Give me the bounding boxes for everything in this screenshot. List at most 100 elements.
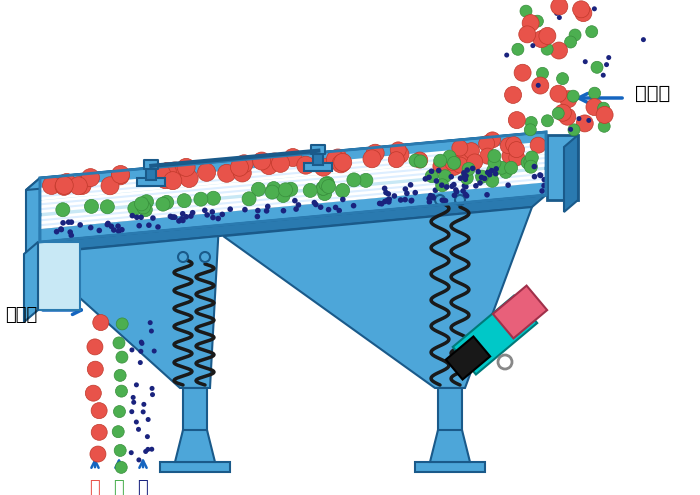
Circle shape [113, 337, 125, 349]
Circle shape [520, 5, 532, 17]
Circle shape [74, 177, 91, 195]
Circle shape [363, 150, 381, 168]
Circle shape [514, 64, 531, 81]
Circle shape [149, 446, 154, 452]
Circle shape [521, 156, 534, 169]
Circle shape [449, 174, 454, 180]
Circle shape [488, 156, 501, 169]
Bar [146, 168, 156, 180]
Circle shape [85, 199, 99, 213]
Circle shape [139, 203, 153, 217]
Circle shape [326, 207, 331, 212]
Circle shape [482, 176, 487, 181]
Circle shape [444, 154, 461, 171]
Circle shape [228, 206, 233, 212]
Circle shape [134, 420, 139, 425]
Circle shape [541, 115, 554, 127]
Circle shape [312, 200, 317, 205]
Circle shape [56, 203, 70, 217]
Circle shape [260, 156, 278, 175]
Circle shape [454, 189, 459, 195]
Circle shape [484, 132, 500, 148]
Circle shape [139, 214, 144, 220]
Circle shape [148, 320, 153, 325]
Bar [304, 163, 332, 171]
Polygon shape [223, 207, 532, 388]
Circle shape [55, 177, 73, 196]
Polygon shape [26, 132, 546, 190]
Polygon shape [564, 135, 578, 212]
Circle shape [578, 13, 583, 18]
Circle shape [576, 116, 582, 121]
Circle shape [139, 340, 143, 345]
Circle shape [104, 222, 110, 227]
Circle shape [467, 154, 483, 170]
Circle shape [297, 156, 315, 174]
Circle shape [486, 164, 500, 177]
Circle shape [149, 329, 154, 334]
Circle shape [202, 207, 208, 213]
Circle shape [495, 161, 508, 174]
Circle shape [155, 224, 161, 230]
Circle shape [505, 182, 511, 188]
Circle shape [505, 161, 517, 174]
Circle shape [386, 199, 391, 205]
Circle shape [473, 183, 479, 189]
Circle shape [78, 222, 83, 228]
Circle shape [541, 43, 553, 55]
Circle shape [69, 219, 74, 225]
Circle shape [129, 450, 134, 455]
Circle shape [265, 203, 270, 209]
Circle shape [550, 42, 568, 59]
Circle shape [525, 116, 537, 129]
Circle shape [464, 167, 470, 173]
Circle shape [486, 172, 492, 177]
Circle shape [174, 162, 191, 180]
Polygon shape [24, 242, 38, 322]
Circle shape [524, 155, 537, 168]
Polygon shape [446, 337, 490, 380]
Circle shape [436, 168, 442, 173]
Polygon shape [40, 181, 546, 242]
Circle shape [335, 184, 349, 198]
Circle shape [93, 314, 108, 331]
Circle shape [146, 447, 150, 452]
Bar [144, 160, 158, 169]
Circle shape [554, 104, 571, 121]
Circle shape [272, 154, 290, 172]
Circle shape [179, 216, 185, 222]
Circle shape [340, 197, 346, 202]
Circle shape [97, 228, 102, 233]
Circle shape [116, 461, 127, 473]
Circle shape [531, 164, 537, 169]
Circle shape [494, 166, 499, 172]
Circle shape [433, 178, 439, 184]
Circle shape [391, 193, 397, 199]
Circle shape [461, 174, 467, 180]
Circle shape [108, 224, 114, 229]
Circle shape [575, 6, 580, 11]
Circle shape [152, 348, 157, 353]
Circle shape [144, 449, 148, 454]
Circle shape [230, 158, 248, 176]
Circle shape [489, 168, 494, 173]
Polygon shape [493, 286, 547, 339]
Circle shape [464, 193, 470, 198]
Circle shape [536, 83, 540, 88]
Text: 粗: 粗 [90, 479, 100, 495]
Circle shape [592, 6, 597, 11]
Circle shape [172, 214, 178, 220]
Circle shape [493, 171, 498, 176]
Circle shape [60, 220, 66, 226]
Circle shape [587, 118, 592, 123]
Circle shape [531, 43, 536, 48]
Circle shape [134, 382, 139, 388]
Circle shape [139, 195, 153, 209]
Circle shape [58, 226, 64, 232]
Circle shape [166, 162, 183, 180]
Circle shape [145, 434, 150, 439]
Circle shape [539, 188, 545, 194]
Circle shape [428, 168, 434, 174]
Circle shape [509, 149, 525, 166]
Circle shape [130, 409, 134, 414]
